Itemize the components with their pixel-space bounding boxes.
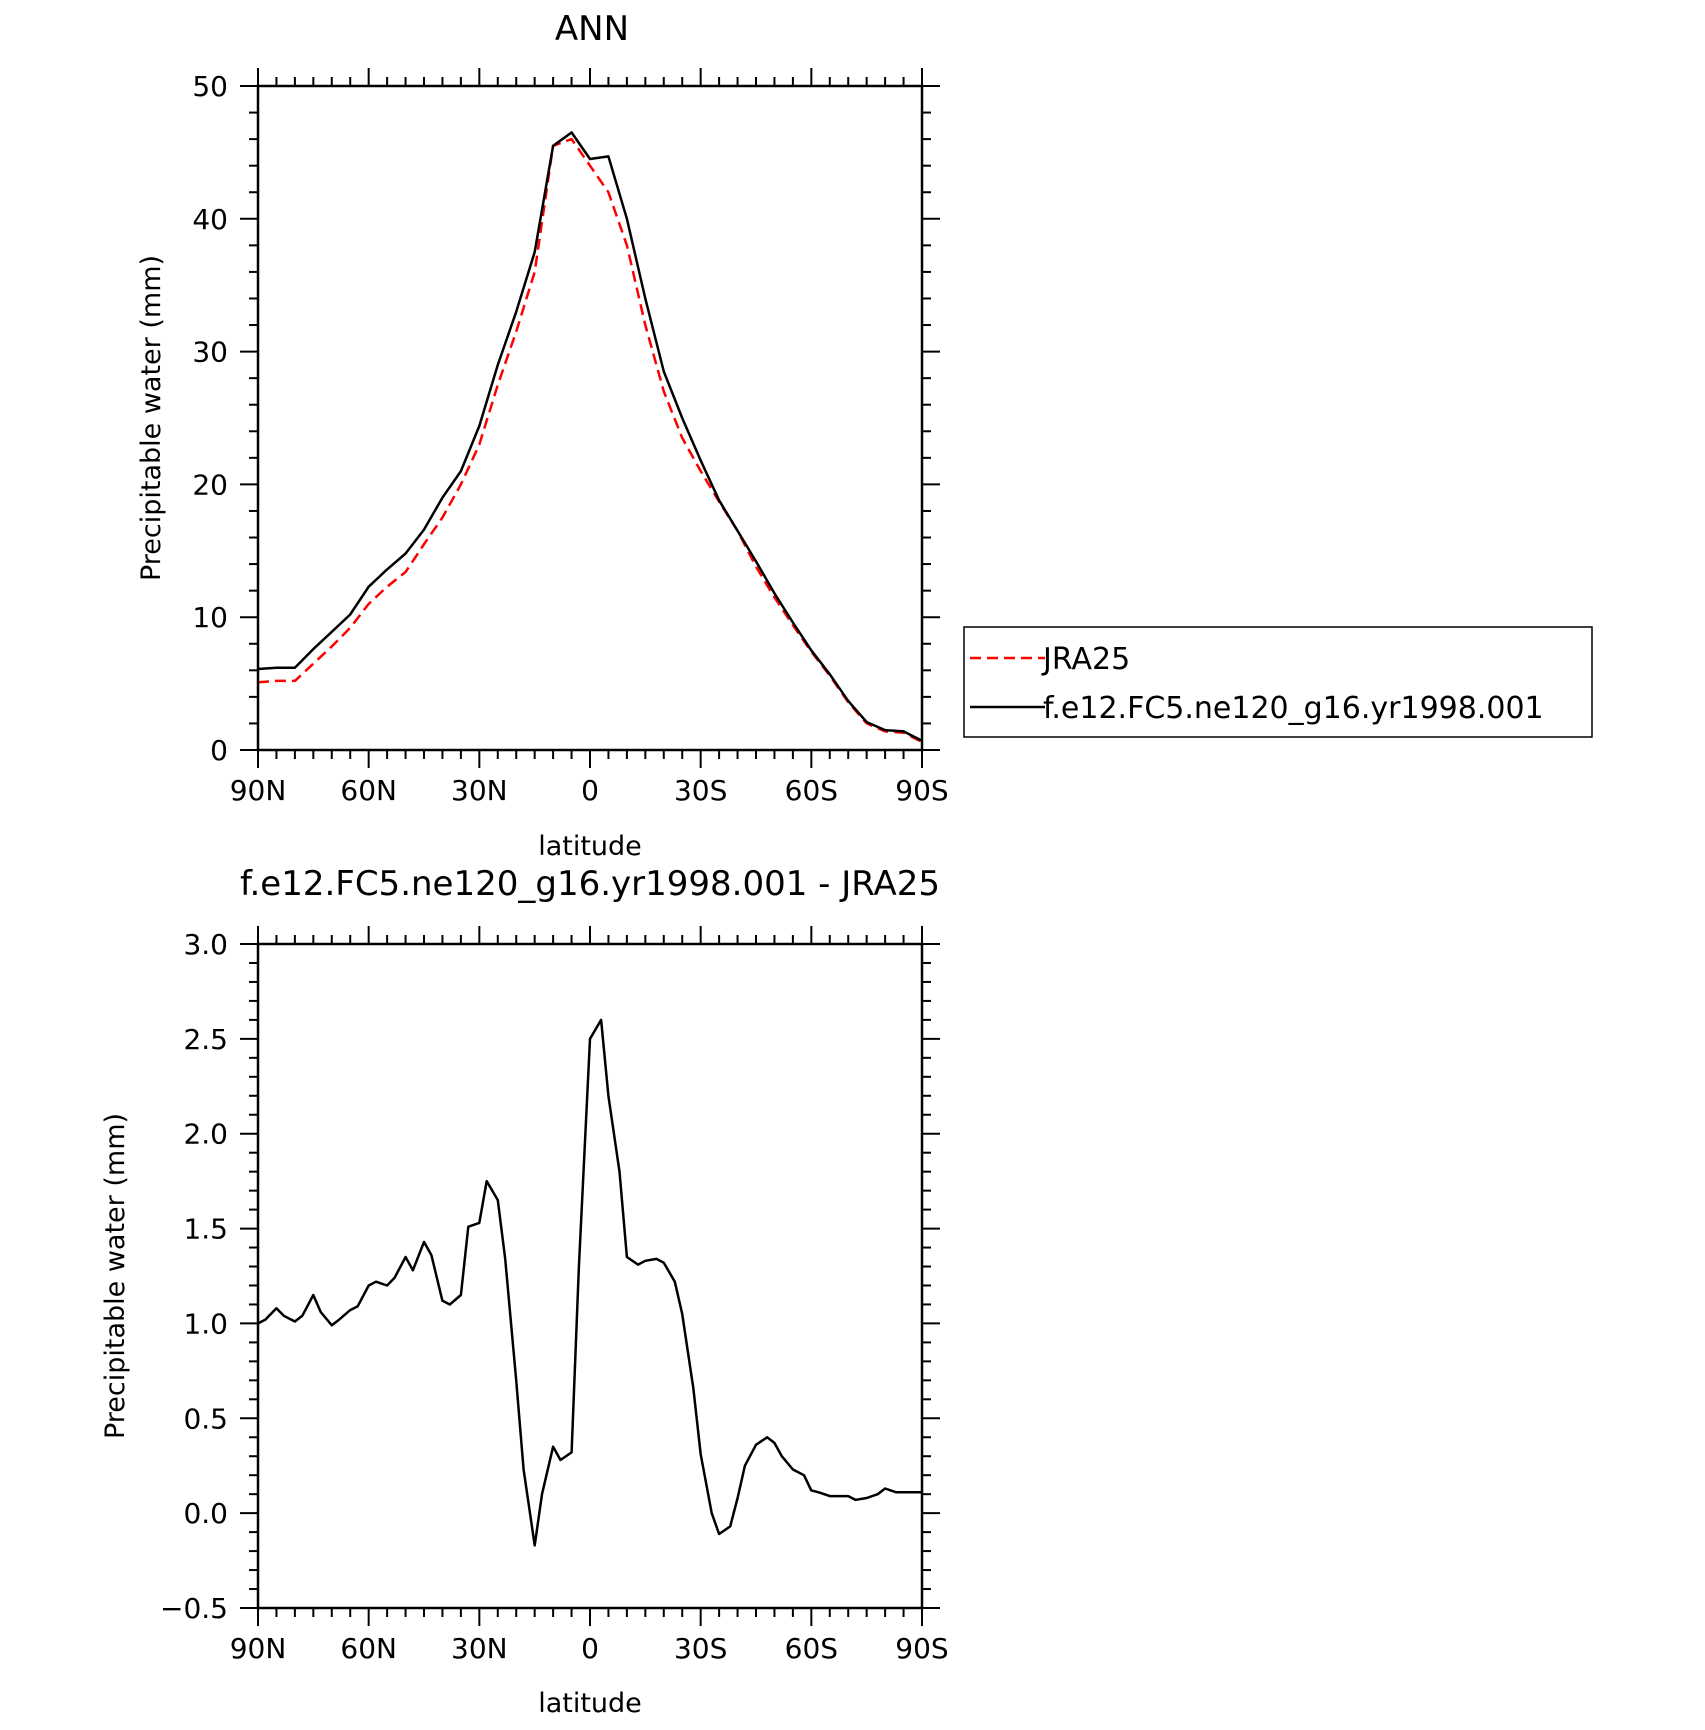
bottom-x-tick-label: 90N: [230, 1632, 287, 1665]
top-x-axis-label: latitude: [538, 831, 642, 862]
top-chart-series: [257, 131, 923, 744]
top-x-tick-label: 30S: [674, 774, 727, 807]
bottom-x-tick-label: 30N: [451, 1632, 508, 1665]
top-y-tick-label: 30: [192, 336, 228, 369]
bottom-y-tick-label: 2.5: [183, 1023, 228, 1056]
legend: JRA25 f.e12.FC5.ne120_g16.yr1998.001: [963, 626, 1593, 738]
bottom-x-tick-label: 60S: [785, 1632, 838, 1665]
top-x-tick-label: 90N: [230, 774, 287, 807]
top-series-line-1: [257, 131, 923, 742]
bottom-chart-ticks: [240, 926, 940, 1626]
bottom-plot-frame: [256, 942, 924, 1610]
top-y-tick-label: 20: [192, 468, 228, 501]
bottom-y-tick-label: 1.5: [183, 1213, 228, 1246]
top-y-tick-label: 10: [192, 601, 228, 634]
bottom-x-tick-label: 0: [581, 1632, 599, 1665]
top-chart-tick-labels: 90N 60N 30N 0 30S 60S 90S 0 10 20 30 40 50: [192, 70, 948, 807]
top-plot-frame: [256, 84, 924, 752]
top-y-tick-label: 50: [192, 70, 228, 103]
bottom-series-line-0: [257, 1018, 922, 1547]
top-chart-panel: ANN 90N 60N 30N 0 30S 60S 90S 0 10 20 30 40 50 latit…: [136, 9, 949, 862]
top-y-tick-label: 40: [192, 203, 228, 236]
bottom-y-tick-label: 2.0: [183, 1118, 228, 1151]
bottom-y-tick-label: 0.0: [183, 1497, 228, 1530]
bottom-chart-panel: f.e12.FC5.ne120_g16.yr1998.001 - JRA25 9…: [100, 864, 949, 1719]
bottom-x-tick-label: 60N: [340, 1632, 397, 1665]
bottom-y-tick-label: 0.5: [183, 1402, 228, 1435]
top-x-tick-label: 60S: [785, 774, 838, 807]
bottom-x-tick-label: 30S: [674, 1632, 727, 1665]
top-chart-title: ANN: [555, 9, 629, 49]
top-x-tick-label: 30N: [451, 774, 508, 807]
legend-label-jra25: JRA25: [1041, 642, 1130, 677]
top-y-tick-label: 0: [210, 734, 228, 767]
bottom-chart-title: f.e12.FC5.ne120_g16.yr1998.001 - JRA25: [240, 864, 940, 904]
bottom-chart-tick-labels: 90N 60N 30N 0 30S 60S 90S −0.5 0.0 0.5 1.0 1.5 2.0 2.…: [160, 928, 949, 1665]
bottom-x-tick-label: 90S: [895, 1632, 948, 1665]
top-y-axis-label: Precipitable water (mm): [136, 255, 167, 581]
top-chart-ticks: [240, 68, 940, 768]
top-series-line-0: [257, 137, 923, 744]
bottom-y-tick-label: −0.5: [160, 1592, 228, 1625]
bottom-y-axis-label: Precipitable water (mm): [100, 1113, 131, 1439]
bottom-y-tick-label: 3.0: [183, 928, 228, 961]
bottom-chart-series: [257, 1018, 922, 1547]
legend-box: [963, 626, 1593, 738]
top-x-tick-label: 90S: [895, 774, 948, 807]
top-x-tick-label: 0: [581, 774, 599, 807]
legend-label-model: f.e12.FC5.ne120_g16.yr1998.001: [1043, 691, 1544, 726]
bottom-x-axis-label: latitude: [538, 1688, 642, 1719]
bottom-y-tick-label: 1.0: [183, 1307, 228, 1340]
top-x-tick-label: 60N: [340, 774, 397, 807]
